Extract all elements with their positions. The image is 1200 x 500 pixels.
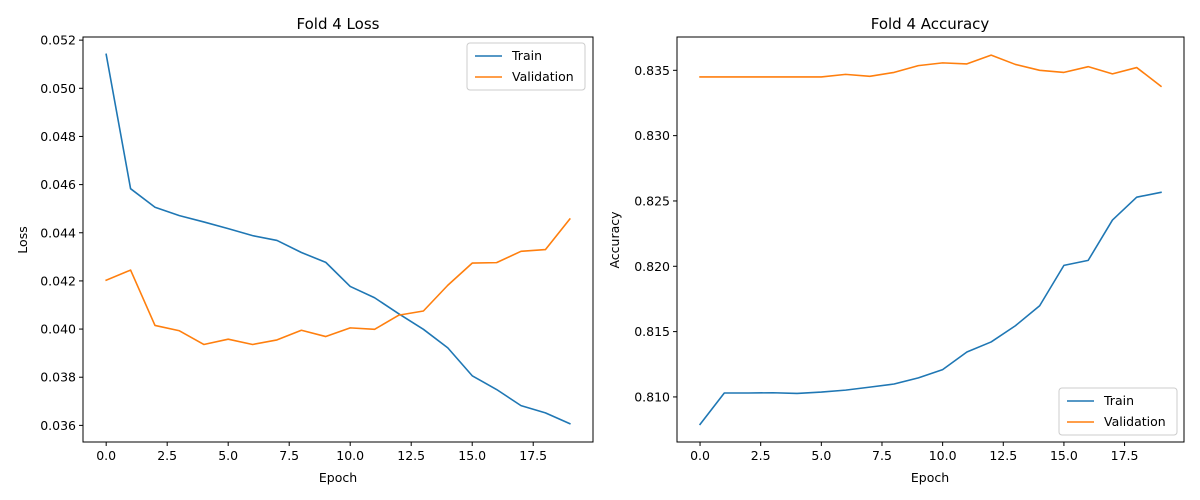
accuracy-x-ticks: 0.0 2.5 5.0 7.5 10.0 12.5 15.0 17.5 xyxy=(690,442,1138,463)
accuracy-plot-area xyxy=(676,36,1185,443)
loss-legend-box xyxy=(466,42,586,91)
accuracy-x-tick-label: 2.5 xyxy=(751,448,771,463)
loss-legend-train-label: Train xyxy=(511,48,542,63)
accuracy-chart-title: Fold 4 Accuracy xyxy=(871,15,990,33)
loss-y-tick-label: 0.040 xyxy=(40,322,76,337)
accuracy-x-tick-label: 17.5 xyxy=(1111,448,1139,463)
loss-x-tick-label: 17.5 xyxy=(519,448,547,463)
loss-x-tick-label: 2.5 xyxy=(157,448,177,463)
accuracy-y-tick-label: 0.835 xyxy=(634,63,670,78)
accuracy-legend: Train Validation xyxy=(1058,387,1178,436)
accuracy-y-tick-label: 0.825 xyxy=(634,193,670,208)
accuracy-lines xyxy=(698,54,1163,426)
loss-y-tick-label: 0.036 xyxy=(40,418,76,433)
loss-y-tick-label: 0.042 xyxy=(40,273,76,288)
loss-chart: Fold 4 Loss Epoch Loss 0.0 2.5 5.0 7.5 10.0 1… xyxy=(15,15,594,485)
accuracy-legend-validation-label: Validation xyxy=(1104,414,1166,429)
loss-x-tick-label: 5.0 xyxy=(218,448,238,463)
loss-x-tick-label: 15.0 xyxy=(458,448,486,463)
loss-chart-title: Fold 4 Loss xyxy=(297,15,380,33)
loss-x-tick-label: 7.5 xyxy=(279,448,299,463)
loss-train-line xyxy=(105,53,571,425)
loss-y-tick-label: 0.038 xyxy=(40,370,76,385)
accuracy-legend-train-label: Train xyxy=(1103,393,1134,408)
accuracy-legend-box xyxy=(1058,387,1178,436)
loss-y-tick-label: 0.048 xyxy=(40,129,76,144)
accuracy-chart: Fold 4 Accuracy Epoch Accuracy 0.0 2.5 5.0… xyxy=(607,15,1185,485)
loss-y-ticks: 0.036 0.038 0.040 0.042 0.044 0.046 0.048 0.050… xyxy=(40,33,83,433)
accuracy-y-tick-label: 0.820 xyxy=(634,259,670,274)
loss-legend-validation-label: Validation xyxy=(512,69,574,84)
accuracy-x-axis-label: Epoch xyxy=(911,470,949,485)
accuracy-validation-line xyxy=(699,54,1163,88)
loss-y-tick-label: 0.050 xyxy=(40,81,76,96)
accuracy-x-tick-label: 7.5 xyxy=(872,448,892,463)
loss-y-tick-label: 0.044 xyxy=(40,225,76,240)
accuracy-x-tick-label: 12.5 xyxy=(989,448,1017,463)
loss-x-tick-label: 10.0 xyxy=(336,448,364,463)
accuracy-y-tick-label: 0.830 xyxy=(634,128,670,143)
loss-lines xyxy=(105,53,571,425)
accuracy-y-tick-label: 0.815 xyxy=(634,324,670,339)
loss-validation-line xyxy=(105,217,571,346)
accuracy-x-tick-label: 15.0 xyxy=(1050,448,1078,463)
loss-legend: Train Validation xyxy=(466,42,586,91)
loss-x-tick-label: 0.0 xyxy=(96,448,116,463)
loss-x-axis-label: Epoch xyxy=(319,470,357,485)
accuracy-y-ticks: 0.810 0.815 0.820 0.825 0.830 0.835 xyxy=(634,63,677,404)
accuracy-x-tick-label: 10.0 xyxy=(929,448,957,463)
loss-y-axis-label: Loss xyxy=(15,226,30,253)
loss-x-ticks: 0.0 2.5 5.0 7.5 10.0 12.5 15.0 17.5 xyxy=(96,442,547,463)
accuracy-x-tick-label: 5.0 xyxy=(811,448,831,463)
loss-y-tick-label: 0.052 xyxy=(40,33,76,48)
loss-x-tick-label: 12.5 xyxy=(397,448,425,463)
accuracy-train-line xyxy=(698,191,1162,426)
loss-plot-area xyxy=(82,36,594,443)
accuracy-x-tick-label: 0.0 xyxy=(690,448,710,463)
accuracy-y-tick-label: 0.810 xyxy=(634,389,670,404)
loss-y-tick-label: 0.046 xyxy=(40,177,76,192)
accuracy-y-axis-label: Accuracy xyxy=(607,211,622,269)
